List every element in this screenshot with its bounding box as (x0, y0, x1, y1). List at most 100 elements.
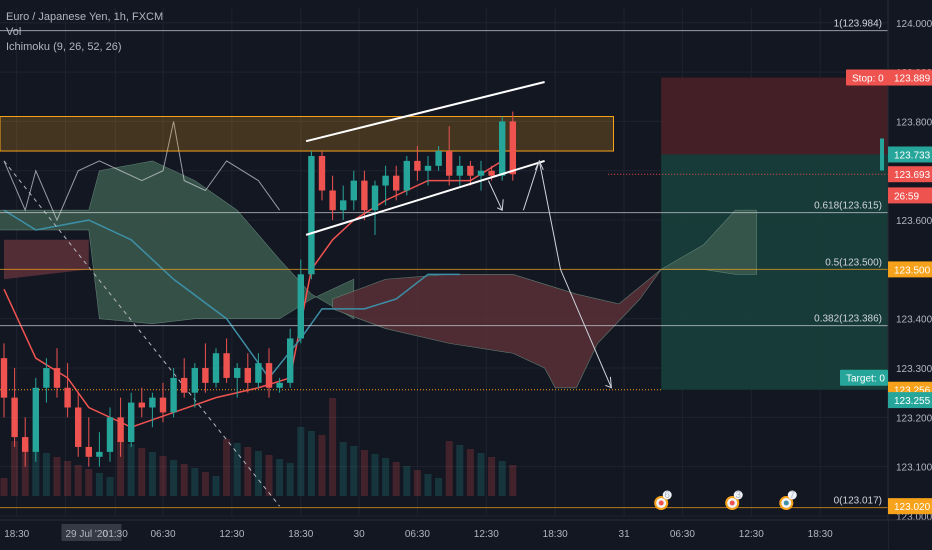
time-axis-tick: 18:30 (4, 529, 29, 540)
time-axis-bg (0, 520, 888, 550)
candle-body (340, 200, 347, 211)
candle-body (467, 165, 474, 176)
target-zone (661, 154, 888, 390)
candle-body (308, 155, 315, 275)
candle-body (96, 451, 103, 457)
time-axis-tick: 12:30 (219, 529, 244, 540)
candle-body (509, 121, 516, 175)
projection-path (522, 160, 612, 388)
volume-bar (127, 444, 135, 496)
candle-body (382, 175, 389, 186)
volume-bar (223, 439, 231, 496)
candle-body (403, 160, 410, 191)
volume-bar (318, 435, 326, 496)
volume-bar (456, 445, 464, 496)
volume-bar (64, 461, 72, 496)
volume-bar (244, 447, 252, 496)
fib-level-label: 1(123.984) (834, 19, 882, 30)
volume-bar (445, 441, 453, 496)
candle-body (223, 353, 230, 378)
volume-bar (32, 449, 40, 496)
volume-bar (339, 442, 347, 496)
time-axis-tick: 30 (354, 529, 366, 540)
price-axis-tick: 123.800 (896, 117, 932, 128)
time-axis-tick: 29 Jul '20 (65, 529, 108, 540)
candle-body (181, 377, 188, 393)
ichimoku-lagging-span (3, 121, 281, 222)
candle-body (244, 368, 251, 383)
candle-body (424, 165, 432, 171)
ichimoku-cloud-bearish (332, 269, 662, 389)
price-axis-tick: 124.000 (896, 19, 932, 30)
volume-bar (0, 478, 8, 496)
volume-bar (11, 441, 19, 496)
volume-bar (498, 461, 506, 496)
time-axis-tick: 12:30 (474, 529, 499, 540)
price-tag-label: 123.500 (894, 265, 931, 276)
time-axis-tick: 18:30 (808, 529, 833, 540)
ichimoku-indicator-label[interactable]: Ichimoku (9, 26, 52, 26) (6, 41, 122, 53)
candle-body (202, 368, 209, 383)
time-axis-highlight (61, 524, 122, 541)
candle-body (350, 180, 357, 201)
volume-bar (42, 453, 50, 496)
dashed-trendline (3, 160, 280, 507)
candle-body (329, 190, 336, 211)
price-tag-label: 123.256 (894, 386, 931, 397)
stop-zone (661, 77, 888, 155)
stop-label: Stop: 0 (852, 74, 884, 85)
candle-body (446, 151, 453, 176)
stop-label-bg (846, 69, 888, 86)
price-tag-label: 123.255 (894, 396, 931, 407)
candle-body (265, 363, 273, 388)
candle-body (138, 402, 145, 408)
candle-body (488, 170, 495, 176)
volume-bar (307, 431, 315, 496)
event-count-badge (733, 490, 743, 500)
volume-bar (286, 463, 294, 496)
candle-body (75, 407, 82, 447)
event-count-badge (662, 490, 672, 500)
price-tag-label: 123.733 (894, 150, 931, 161)
price-axis-tick: 123.000 (896, 512, 932, 523)
price-tag-label: 123.020 (894, 502, 931, 513)
price-tag (888, 498, 932, 515)
volume-bar (95, 473, 103, 496)
economic-event-dot (658, 500, 664, 506)
candle-body (170, 377, 177, 413)
time-axis-tick: 12:30 (739, 529, 764, 540)
volume-bar (159, 456, 167, 496)
candle-body (53, 368, 61, 388)
price-axis-tick: 123.300 (896, 364, 932, 375)
price-tag-label: 123.693 (894, 170, 931, 181)
volume-indicator-label[interactable]: Vol (6, 26, 22, 38)
price-tag (888, 166, 932, 183)
volume-bar (106, 477, 114, 496)
candle-body (11, 397, 18, 438)
target-label-bg (840, 369, 888, 386)
price-axis-tick: 123.100 (896, 463, 932, 474)
fib-level-label: 0.382(123.386) (814, 314, 882, 325)
volume-bar (117, 440, 125, 496)
candle-body (276, 382, 283, 388)
event-count-label: 3 (735, 490, 741, 501)
candle-body (477, 170, 485, 176)
candle-body (22, 437, 29, 452)
candle-body (43, 368, 50, 388)
price-tag (888, 69, 932, 86)
volume-bar (201, 472, 209, 496)
volume-bar (509, 465, 517, 496)
time-axis-tick: 31 (619, 529, 631, 540)
fib-level-label: 0(123.017) (834, 496, 882, 507)
candle-body (393, 175, 400, 191)
volume-bar (435, 478, 443, 496)
candle-body (191, 368, 198, 393)
candle-body (297, 274, 304, 339)
candle-body (318, 155, 326, 191)
volume-bar (53, 457, 61, 496)
volume-bar (212, 476, 220, 496)
price-tag-label: 26:59 (894, 191, 919, 202)
time-axis-tick: 06:30 (670, 529, 695, 540)
symbol-title[interactable]: Euro / Japanese Yen, 1h, FXCM (6, 11, 164, 23)
